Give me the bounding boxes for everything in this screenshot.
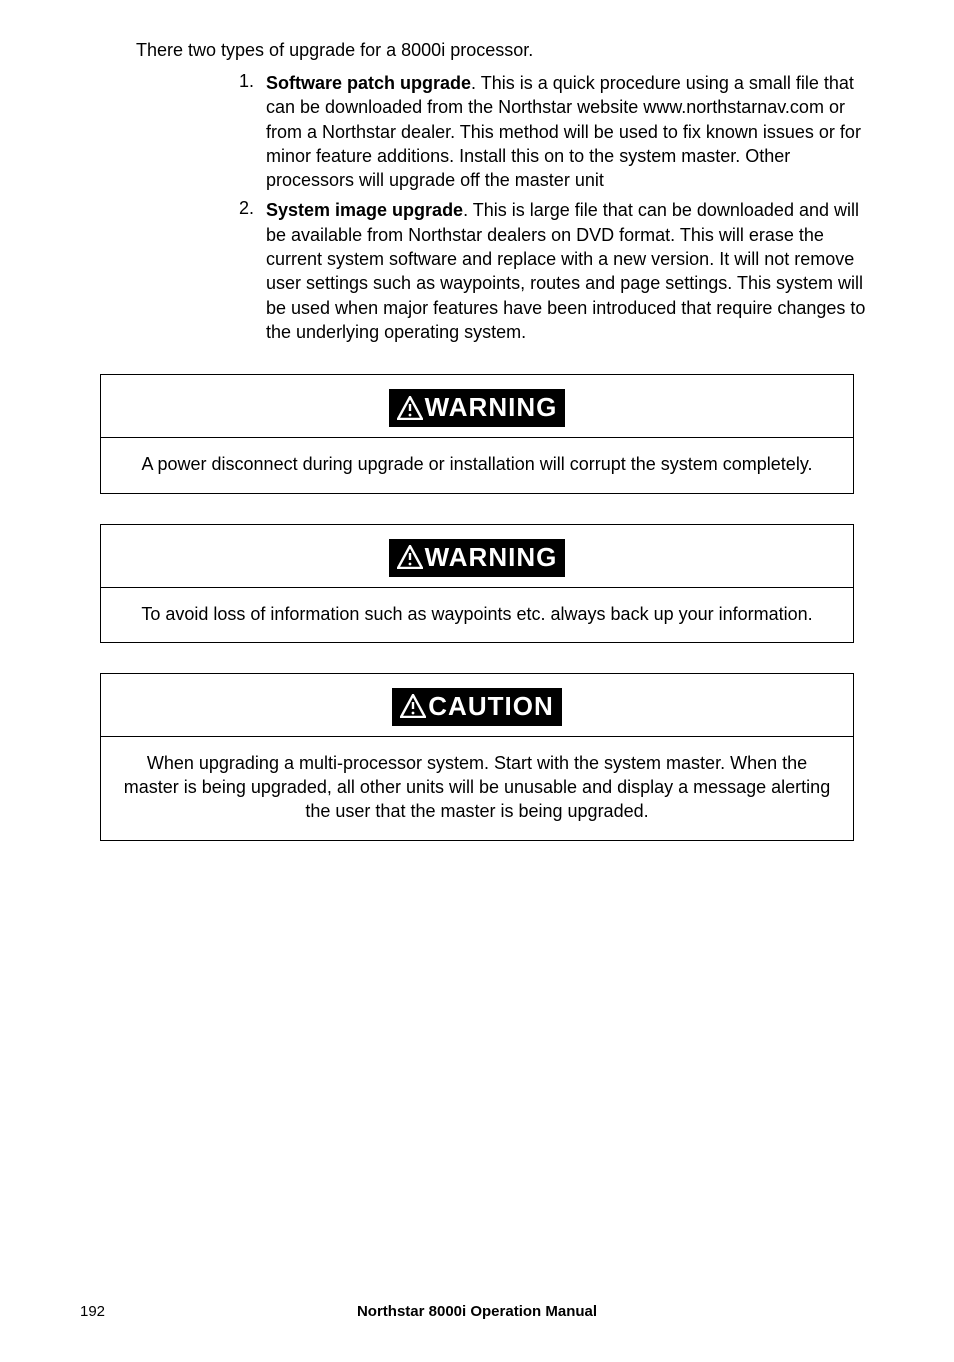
callout-header: WARNING	[101, 525, 853, 587]
warning-badge: WARNING	[389, 539, 566, 577]
list-number: 2.	[236, 198, 266, 344]
list-title: Software patch upgrade	[266, 73, 471, 93]
page-footer: 192 Northstar 8000i Operation Manual	[0, 1303, 954, 1320]
list-body: Software patch upgrade. This is a quick …	[266, 71, 866, 192]
badge-label: WARNING	[425, 392, 558, 423]
badge-label: CAUTION	[428, 691, 553, 722]
warning-badge: WARNING	[389, 389, 566, 427]
caution-box: CAUTION When upgrading a multi-processor…	[100, 673, 854, 841]
warning-triangle-icon	[397, 545, 423, 569]
warning-box: WARNING To avoid loss of information suc…	[100, 524, 854, 643]
callout-text: A power disconnect during upgrade or ins…	[101, 438, 853, 492]
intro-text: There two types of upgrade for a 8000i p…	[136, 40, 886, 61]
list-title: System image upgrade	[266, 200, 463, 220]
caution-triangle-icon	[400, 694, 426, 718]
badge-label: WARNING	[425, 542, 558, 573]
callout-text: To avoid loss of information such as way…	[101, 588, 853, 642]
warning-box: WARNING A power disconnect during upgrad…	[100, 374, 854, 493]
list-number: 1.	[236, 71, 266, 192]
page-number: 192	[80, 1303, 105, 1320]
callout-text: When upgrading a multi-processor system.…	[101, 737, 853, 840]
callout-header: WARNING	[101, 375, 853, 437]
list-item: 1. Software patch upgrade. This is a qui…	[236, 71, 866, 192]
list-text: . This is large file that can be downloa…	[266, 200, 865, 341]
callout-header: CAUTION	[101, 674, 853, 736]
list-body: System image upgrade. This is large file…	[266, 198, 866, 344]
list-item: 2. System image upgrade. This is large f…	[236, 198, 866, 344]
upgrade-list: 1. Software patch upgrade. This is a qui…	[236, 71, 866, 344]
footer-title: Northstar 8000i Operation Manual	[357, 1303, 597, 1320]
warning-triangle-icon	[397, 396, 423, 420]
caution-badge: CAUTION	[392, 688, 561, 726]
